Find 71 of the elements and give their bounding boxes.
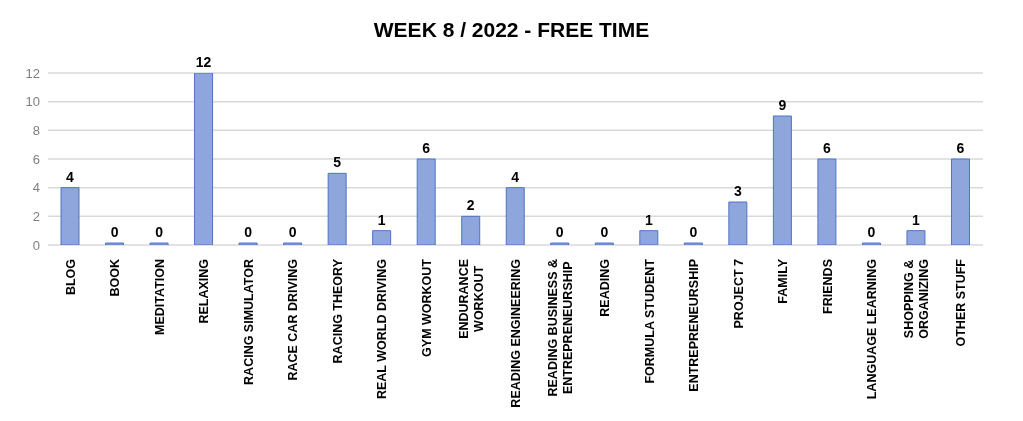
x-tick-label: RACE CAR DRIVING xyxy=(286,259,301,381)
x-tick-label: PROJECT 7 xyxy=(731,258,746,329)
y-tick-label: 10 xyxy=(25,94,40,110)
x-tick-label: BLOG xyxy=(63,259,78,296)
x-tick-label: MEDITATION xyxy=(152,259,167,335)
bar xyxy=(817,158,837,245)
bar xyxy=(60,187,80,245)
bar xyxy=(683,242,703,245)
data-label: 0 xyxy=(600,224,609,240)
data-label: 0 xyxy=(155,224,164,240)
x-tick-label: RACING SIMULATOR xyxy=(241,259,256,385)
bar xyxy=(772,115,792,245)
x-tick-label: READING BUSINESS & ENTREPRENEURSHIP xyxy=(546,258,576,397)
x-tick-label: RELAXING xyxy=(197,259,212,324)
data-label: 4 xyxy=(66,168,75,185)
data-label: 1 xyxy=(644,211,653,228)
data-label: 1 xyxy=(377,211,386,228)
x-tick-label: READING xyxy=(598,259,613,317)
y-tick-label: 4 xyxy=(32,180,40,196)
x-tick-label: READING ENGINEERING xyxy=(509,259,523,408)
bar xyxy=(283,242,303,245)
bar xyxy=(327,172,347,245)
bar xyxy=(149,242,169,245)
y-tick-label: 12 xyxy=(25,65,40,81)
bar xyxy=(639,230,659,245)
data-label: 0 xyxy=(555,224,564,240)
y-tick-label: 0 xyxy=(32,237,40,253)
data-label: 3 xyxy=(733,183,742,199)
bar xyxy=(594,242,614,245)
data-label: 1 xyxy=(912,211,921,228)
x-tick-label: LANGUAGE LEARNING xyxy=(865,259,880,400)
bar xyxy=(372,230,392,245)
x-tick-label: RACING THEORY xyxy=(330,258,345,364)
y-tick-label: 6 xyxy=(32,151,40,167)
x-tick-label: ENDURANCE WORKOUT xyxy=(456,258,486,339)
data-label: 6 xyxy=(422,140,431,156)
bar xyxy=(194,73,214,245)
data-label: 12 xyxy=(195,54,212,70)
data-label: 6 xyxy=(956,140,965,156)
bar xyxy=(461,215,481,245)
x-tick-label: FORMULA STUDENT xyxy=(642,258,657,384)
chart-title: WEEK 8 / 2022 - FREE TIME xyxy=(372,17,651,43)
data-label: 0 xyxy=(244,224,253,240)
x-tick-label: ENTREPRENEURSHIP xyxy=(687,259,702,392)
data-label: 6 xyxy=(823,140,832,156)
bar xyxy=(416,158,436,245)
bar xyxy=(728,201,748,245)
bar xyxy=(861,242,881,245)
x-tick-label: FRIENDS xyxy=(820,259,835,314)
x-tick-label: BOOK xyxy=(108,259,123,297)
x-tick-label: FAMILY xyxy=(776,258,791,304)
data-label: 0 xyxy=(689,224,698,240)
data-label: 0 xyxy=(867,224,876,240)
data-label: 0 xyxy=(110,224,119,240)
data-label: 0 xyxy=(288,224,297,240)
data-label: 9 xyxy=(778,97,787,113)
x-tick-label: REAL WORLD DRIVING xyxy=(375,259,390,400)
bar xyxy=(550,242,570,245)
data-label: 4 xyxy=(511,168,520,185)
bar xyxy=(950,158,970,245)
bar xyxy=(238,242,258,245)
bar xyxy=(906,230,926,245)
data-label: 5 xyxy=(333,154,342,171)
bar xyxy=(105,242,125,245)
bar xyxy=(505,187,525,245)
x-tick-label: GYM WORKOUT xyxy=(419,258,434,357)
y-tick-label: 2 xyxy=(32,208,40,224)
x-tick-label: SHOPPING & ORGANIZING xyxy=(902,259,932,339)
x-tick-label: OTHER STUFF xyxy=(954,258,969,347)
data-label: 2 xyxy=(466,197,475,214)
y-tick-label: 8 xyxy=(32,122,40,138)
